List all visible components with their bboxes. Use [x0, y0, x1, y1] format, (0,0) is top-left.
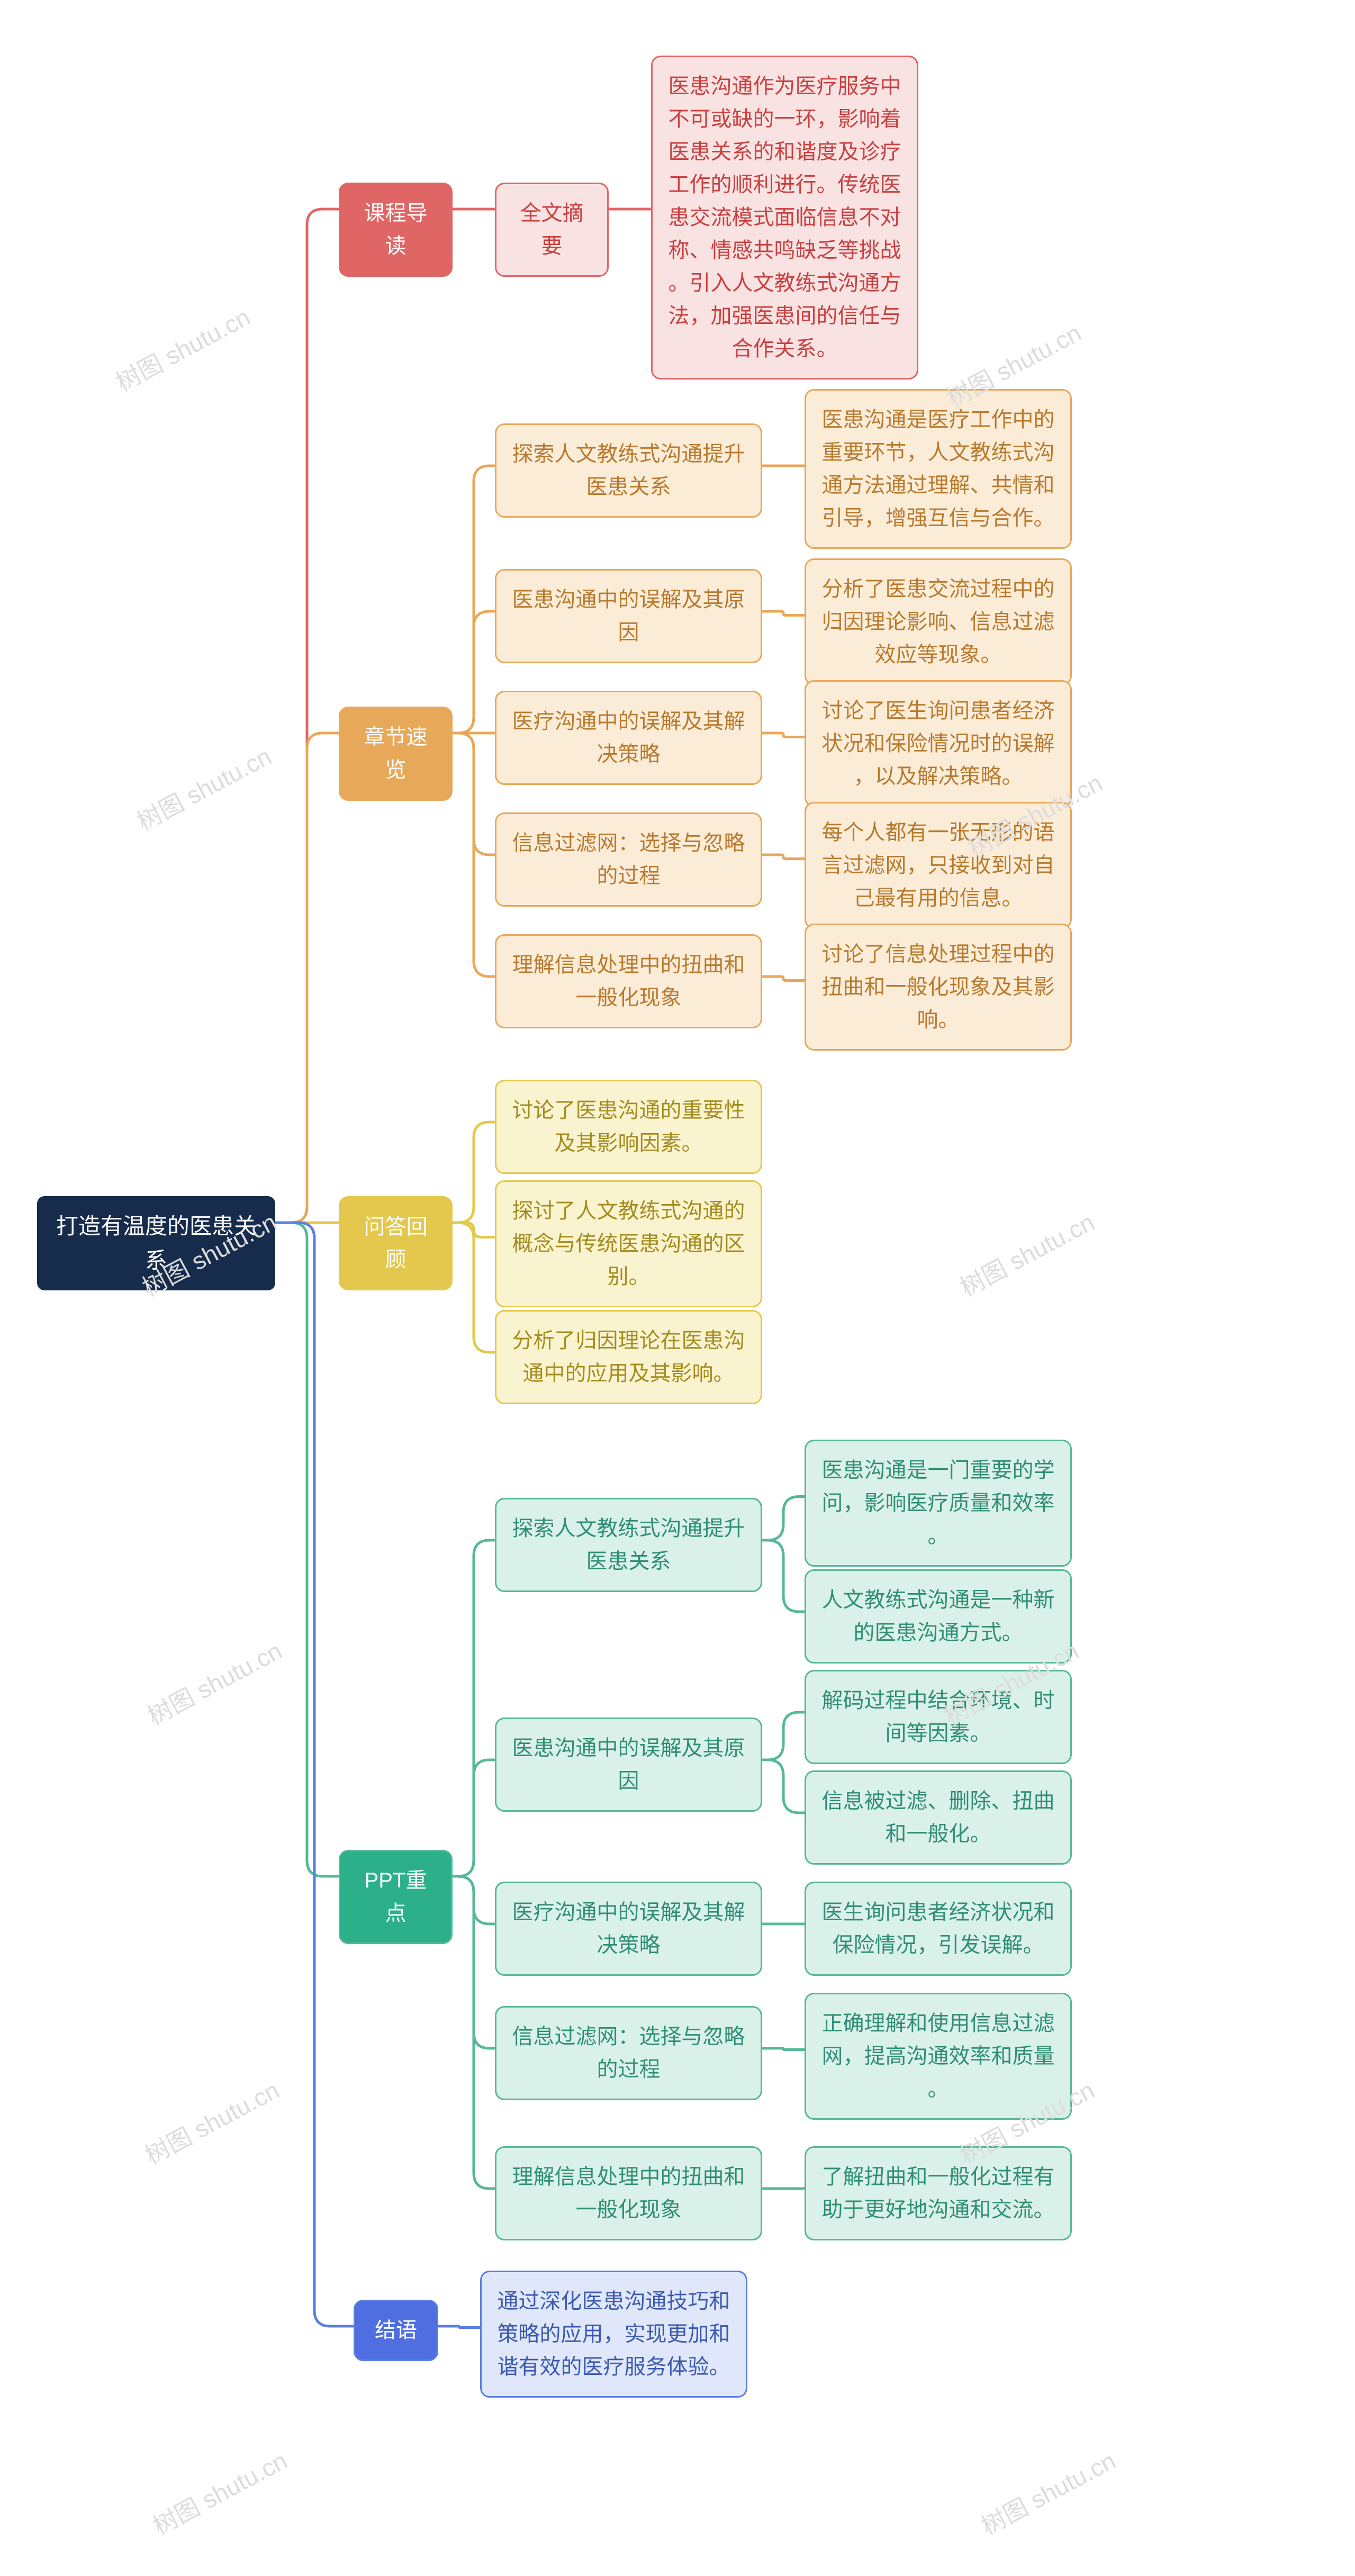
edge — [762, 611, 805, 616]
node-b4n[interactable]: PPT重点 — [339, 1850, 453, 1944]
node-b2-5-1[interactable]: 讨论了信息处理过程中的 扭曲和一般化现象及其影 响。 — [805, 924, 1072, 1051]
watermark: 树图 shutu.cn — [109, 298, 256, 398]
edge — [762, 1540, 805, 1612]
node-b4-4[interactable]: 信息过滤网：选择与忽略 的过程 — [495, 2006, 762, 2100]
edge — [762, 1712, 805, 1760]
node-b4-5[interactable]: 理解信息处理中的扭曲和 一般化现象 — [495, 2146, 762, 2240]
edge — [762, 1760, 805, 1813]
node-b2-2-1[interactable]: 分析了医患交流过程中的 归因理论影响、信息过滤 效应等现象。 — [805, 558, 1072, 685]
edge — [453, 1876, 495, 2189]
edge — [453, 1760, 495, 1876]
node-b5n[interactable]: 结语 — [354, 2300, 438, 2361]
node-b3-1[interactable]: 讨论了医患沟通的重要性 及其影响因素。 — [495, 1080, 762, 1174]
node-b2-4[interactable]: 信息过滤网：选择与忽略 的过程 — [495, 812, 762, 907]
edge — [762, 733, 805, 737]
node-b4-3[interactable]: 医疗沟通中的误解及其解 决策略 — [495, 1882, 762, 1976]
edge — [453, 611, 495, 733]
node-b4-4-1[interactable]: 正确理解和使用信息过滤 网，提高沟通效率和质量 。 — [805, 1993, 1072, 2120]
node-b3-2[interactable]: 探讨了人文教练式沟通的 概念与传统医患沟通的区 别。 — [495, 1180, 762, 1307]
edge — [453, 1122, 495, 1223]
node-b2-5[interactable]: 理解信息处理中的扭曲和 一般化现象 — [495, 934, 762, 1028]
node-b1-1[interactable]: 全文摘要 — [495, 183, 609, 277]
node-b4-2[interactable]: 医患沟通中的误解及其原 因 — [495, 1718, 762, 1812]
edge — [438, 2326, 480, 2328]
edge — [453, 1223, 495, 1237]
watermark: 树图 shutu.cn — [974, 2442, 1121, 2542]
edge — [762, 1497, 805, 1541]
node-b3n[interactable]: 问答回顾 — [339, 1196, 453, 1290]
node-b4-1[interactable]: 探索人文教练式沟通提升 医患关系 — [495, 1498, 762, 1592]
node-b4-2-1[interactable]: 解码过程中结合环境、时 间等因素。 — [805, 1670, 1072, 1764]
node-b1-1-1[interactable]: 医患沟通作为医疗服务中 不可或缺的一环，影响着 医患关系的和谐度及诊疗 工作的顺… — [651, 56, 918, 379]
node-b4-2-2[interactable]: 信息被过滤、删除、扭曲 和一般化。 — [805, 1770, 1072, 1865]
node-b1n[interactable]: 课程导读 — [339, 183, 453, 277]
node-root[interactable]: 打造有温度的医患关系 — [37, 1196, 275, 1290]
watermark: 树图 shutu.cn — [146, 2442, 293, 2542]
edge — [275, 733, 339, 1223]
edge — [453, 1540, 495, 1876]
edge — [453, 466, 495, 733]
edge — [453, 1876, 495, 1924]
node-b4-1-2[interactable]: 人文教练式沟通是一种新 的医患沟通方式。 — [805, 1569, 1072, 1664]
edge — [762, 977, 805, 981]
edge — [453, 733, 495, 977]
node-b4-1-1[interactable]: 医患沟通是一门重要的学 问，影响医疗质量和效率 。 — [805, 1440, 1072, 1567]
watermark: 树图 shutu.cn — [141, 1632, 287, 1732]
edge — [453, 733, 495, 855]
node-b2-3-1[interactable]: 讨论了医生询问患者经济 状况和保险情况时的误解 ，以及解决策略。 — [805, 680, 1072, 807]
edge — [453, 1876, 495, 2048]
edge — [275, 1223, 339, 1876]
node-b2-4-1[interactable]: 每个人都有一张无形的语 言过滤网，只接收到对自 己最有用的信息。 — [805, 802, 1072, 929]
node-b3-3[interactable]: 分析了归因理论在医患沟 通中的应用及其影响。 — [495, 1310, 762, 1404]
edge — [275, 1223, 354, 2326]
node-b4-3-1[interactable]: 医生询问患者经济状况和 保险情况，引发误解。 — [805, 1882, 1072, 1976]
watermark: 树图 shutu.cn — [130, 737, 277, 837]
edge — [762, 855, 805, 859]
edge — [453, 1223, 495, 1352]
node-b2-2[interactable]: 医患沟通中的误解及其原 因 — [495, 569, 762, 663]
node-b2n[interactable]: 章节速览 — [339, 707, 453, 801]
watermark: 树图 shutu.cn — [953, 1203, 1100, 1303]
node-b2-3[interactable]: 医疗沟通中的误解及其解 决策略 — [495, 691, 762, 785]
mindmap-canvas: 打造有温度的医患关系 课程导读全文摘要医患沟通作为医疗服务中 不可或缺的一环，影响… — [0, 0, 1355, 2576]
node-b5-1[interactable]: 通过深化医患沟通技巧和 策略的应用，实现更加和 谐有效的医疗服务体验。 — [480, 2271, 747, 2398]
node-b4-5-1[interactable]: 了解扭曲和一般化过程有 助于更好地沟通和交流。 — [805, 2146, 1072, 2240]
watermark: 树图 shutu.cn — [138, 2071, 285, 2171]
edge — [762, 2048, 805, 2050]
node-b2-1-1[interactable]: 医患沟通是医疗工作中的 重要环节，人文教练式沟 通方法通过理解、共情和 引导，增… — [805, 389, 1072, 549]
edge — [275, 209, 339, 1223]
node-b2-1[interactable]: 探索人文教练式沟通提升 医患关系 — [495, 423, 762, 518]
